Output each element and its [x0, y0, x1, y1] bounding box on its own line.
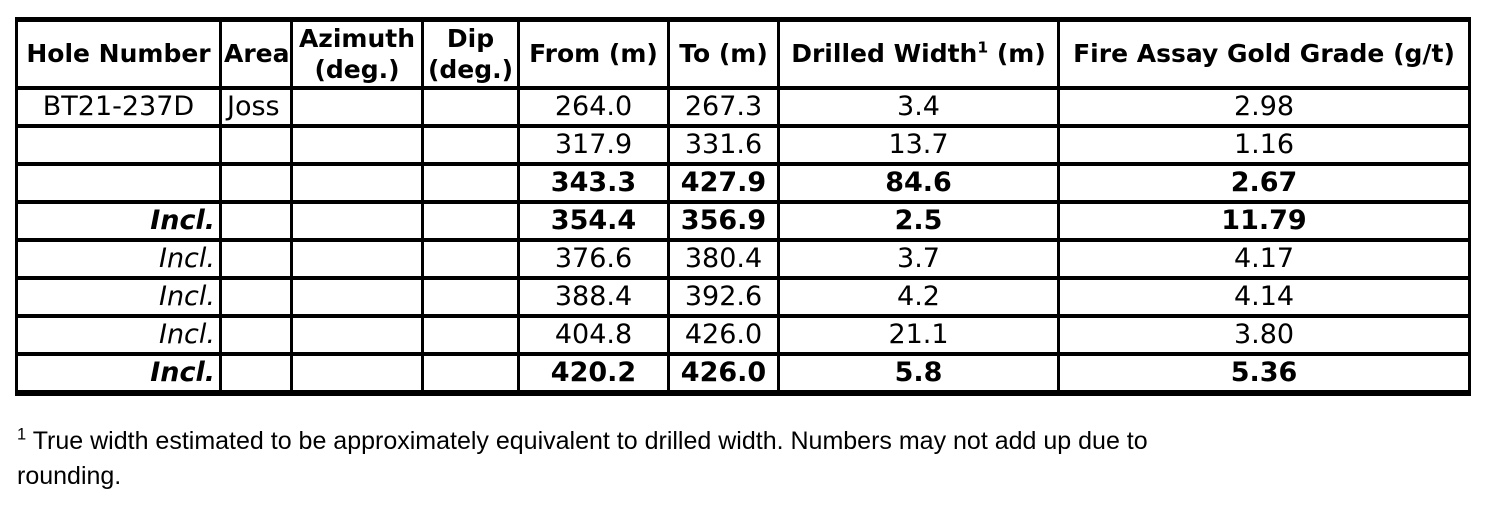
- cell-azimuth: [290, 276, 424, 318]
- cell-dip: [421, 162, 520, 204]
- cell-gold-grade: 4.14: [1057, 276, 1471, 318]
- cell-area: [219, 238, 293, 280]
- cell-from: 343.3: [517, 162, 670, 204]
- table-row: Incl. 354.4 356.9 2.5 11.79: [15, 200, 1471, 242]
- cell-area: [219, 200, 293, 242]
- cell-to: 426.0: [667, 314, 780, 356]
- cell-from: 317.9: [517, 124, 670, 166]
- cell-drilled-width: 3.7: [777, 238, 1060, 280]
- table-row: Incl. 404.8 426.0 21.1 3.80: [15, 314, 1471, 356]
- cell-from: 376.6: [517, 238, 670, 280]
- footnote-text-continued: rounding.: [17, 461, 122, 490]
- table-row: Incl. 388.4 392.6 4.2 4.14: [15, 276, 1471, 318]
- col-header-drilled-width: Drilled Width1 (m): [777, 17, 1060, 90]
- cell-drilled-width: 2.5: [777, 200, 1060, 242]
- cell-dip: [421, 352, 520, 395]
- cell-gold-grade: 4.17: [1057, 238, 1471, 280]
- cell-gold-grade: 2.98: [1057, 86, 1471, 128]
- cell-drilled-width: 3.4: [777, 86, 1060, 128]
- cell-hole-number: Incl.: [15, 200, 222, 242]
- cell-from: 354.4: [517, 200, 670, 242]
- cell-area: [219, 162, 293, 204]
- cell-hole-number: BT21-237D: [15, 86, 222, 128]
- table-row: Incl. 420.2 426.0 5.8 5.36: [15, 352, 1471, 395]
- cell-dip: [421, 314, 520, 356]
- cell-dip: [421, 124, 520, 166]
- cell-azimuth: [290, 124, 424, 166]
- cell-drilled-width: 84.6: [777, 162, 1060, 204]
- table-row: Incl. 376.6 380.4 3.7 4.17: [15, 238, 1471, 280]
- cell-dip: [421, 200, 520, 242]
- cell-azimuth: [290, 352, 424, 395]
- cell-to: 426.0: [667, 352, 780, 395]
- cell-azimuth: [290, 162, 424, 204]
- footnote-text: True width estimated to be approximately…: [32, 427, 1148, 455]
- cell-gold-grade: 5.36: [1057, 352, 1471, 395]
- footnote-line-1: 1 True width estimated to be approximate…: [17, 424, 1417, 459]
- drilled-width-label: Drilled Width: [791, 39, 978, 69]
- cell-hole-number: Incl.: [15, 276, 222, 318]
- cell-dip: [421, 86, 520, 128]
- cell-area: [219, 124, 293, 166]
- cell-area: Joss: [219, 86, 293, 128]
- cell-drilled-width: 21.1: [777, 314, 1060, 356]
- cell-drilled-width: 13.7: [777, 124, 1060, 166]
- cell-from: 404.8: [517, 314, 670, 356]
- cell-to: 356.9: [667, 200, 780, 242]
- drill-results-table: Hole Number Area Azimuth (deg.) Dip (deg…: [15, 17, 1471, 396]
- cell-gold-grade: 1.16: [1057, 124, 1471, 166]
- cell-hole-number: [15, 124, 222, 166]
- cell-azimuth: [290, 200, 424, 242]
- cell-dip: [421, 276, 520, 318]
- cell-to: 380.4: [667, 238, 780, 280]
- col-header-area: Area: [219, 17, 293, 90]
- header-row: Hole Number Area Azimuth (deg.) Dip (deg…: [15, 17, 1471, 90]
- drilled-width-unit: (m): [988, 39, 1046, 69]
- cell-to: 427.9: [667, 162, 780, 204]
- cell-drilled-width: 5.8: [777, 352, 1060, 395]
- col-header-azimuth: Azimuth (deg.): [290, 17, 424, 90]
- table-row: 343.3 427.9 84.6 2.67: [15, 162, 1471, 204]
- cell-hole-number: Incl.: [15, 238, 222, 280]
- col-header-to: To (m): [667, 17, 780, 90]
- cell-to: 331.6: [667, 124, 780, 166]
- cell-drilled-width: 4.2: [777, 276, 1060, 318]
- cell-from: 264.0: [517, 86, 670, 128]
- drilled-width-footnote-marker: 1: [977, 39, 989, 58]
- cell-azimuth: [290, 86, 424, 128]
- cell-from: 388.4: [517, 276, 670, 318]
- cell-to: 392.6: [667, 276, 780, 318]
- cell-area: [219, 352, 293, 395]
- table-row: 317.9 331.6 13.7 1.16: [15, 124, 1471, 166]
- col-header-hole-number: Hole Number: [15, 17, 222, 90]
- footnote: 1 True width estimated to be approximate…: [17, 424, 1417, 493]
- col-header-gold-grade: Fire Assay Gold Grade (g/t): [1057, 17, 1471, 90]
- cell-gold-grade: 3.80: [1057, 314, 1471, 356]
- table-row: BT21-237D Joss 264.0 267.3 3.4 2.98: [15, 86, 1471, 128]
- cell-azimuth: [290, 238, 424, 280]
- cell-from: 420.2: [517, 352, 670, 395]
- footnote-line-2: rounding.: [17, 459, 1417, 494]
- cell-gold-grade: 2.67: [1057, 162, 1471, 204]
- footnote-superscript: 1: [17, 425, 27, 444]
- col-header-dip: Dip (deg.): [421, 17, 520, 90]
- col-header-from: From (m): [517, 17, 670, 90]
- cell-gold-grade: 11.79: [1057, 200, 1471, 242]
- cell-hole-number: Incl.: [15, 352, 222, 395]
- cell-dip: [421, 238, 520, 280]
- cell-azimuth: [290, 314, 424, 356]
- cell-area: [219, 314, 293, 356]
- cell-area: [219, 276, 293, 318]
- cell-to: 267.3: [667, 86, 780, 128]
- cell-hole-number: Incl.: [15, 314, 222, 356]
- cell-hole-number: [15, 162, 222, 204]
